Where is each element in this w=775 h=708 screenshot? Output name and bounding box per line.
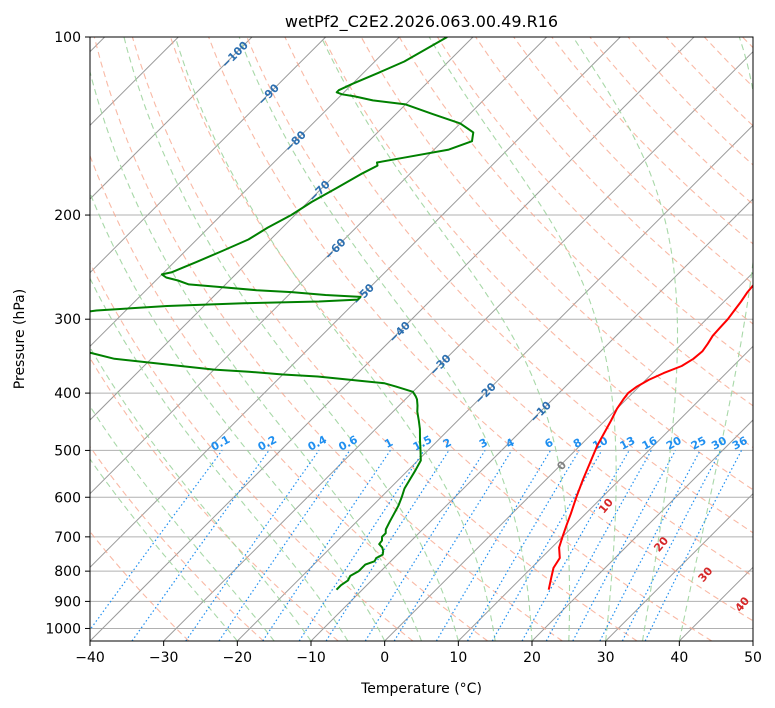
mixing-ratio-line (393, 450, 513, 641)
y-tick-label: 400 (54, 386, 81, 402)
moist-adiabat-line (428, 37, 617, 641)
dry-adiabat-line (90, 445, 264, 641)
temperature-profile-line (547, 284, 753, 590)
moist-adiabat-line (90, 191, 386, 641)
isotherm-line (90, 37, 621, 569)
moist-adiabat-line (90, 69, 423, 641)
background-lines (90, 37, 753, 641)
x-tick-label: −20 (223, 650, 253, 666)
mixing-ratio-line (131, 450, 270, 641)
mixing-ratio-line (298, 450, 425, 641)
mixing-ratio-label: 13 (618, 434, 638, 453)
mixing-ratio-line (262, 450, 391, 641)
x-tick-label: −40 (75, 650, 105, 666)
isotherm-line (90, 37, 548, 495)
plot-frame (89, 36, 754, 642)
mixing-ratio-label: 25 (689, 434, 709, 453)
mixing-ratio-line (644, 450, 743, 641)
dry-adiabat-line (131, 37, 638, 641)
x-tick-label: −30 (149, 650, 179, 666)
x-tick-label: −10 (296, 650, 326, 666)
x-tick-label: 20 (523, 650, 541, 666)
mixing-ratio-line (572, 450, 677, 641)
isotherm-line (531, 419, 753, 641)
y-tick-label: 600 (54, 490, 81, 506)
chart-title: wetPf2_C2E2.2026.063.00.49.R16 (285, 12, 558, 32)
dry-adiabat-line (513, 37, 753, 285)
x-tick-label: 0 (380, 650, 389, 666)
y-axis: 100 200 300 400 500 600 700 800 900 1000 (45, 30, 90, 637)
dry-adiabat-line (208, 37, 753, 622)
mixing-ratio-label: 30 (709, 434, 729, 453)
dry-adiabat-line (284, 37, 753, 534)
y-tick-label: 200 (54, 208, 81, 224)
isotherm-line (163, 50, 753, 641)
mixing-ratio-line (521, 450, 630, 641)
dry-adiabat-line (246, 37, 753, 578)
isotherm-line (90, 37, 253, 200)
moist-adiabat-line (90, 277, 349, 641)
x-axis-label: Temperature (°C) (360, 681, 482, 697)
x-tick-label: 30 (597, 650, 615, 666)
isotherm-line (236, 124, 753, 641)
dry-adiabat-line (322, 37, 753, 491)
y-tick-label: 100 (54, 30, 81, 46)
isotherm-line (605, 492, 753, 641)
isotherm-line (457, 345, 753, 641)
isotherm-line (90, 37, 400, 348)
mixing-ratio-line (325, 450, 450, 641)
moist-adiabat-line (572, 37, 679, 641)
mixing-ratio-line (218, 450, 351, 641)
y-tick-label: 500 (54, 443, 81, 459)
isotherm-line (384, 271, 753, 641)
mixing-ratio-line (621, 450, 722, 641)
dry-adiabat-line (475, 37, 753, 325)
moist-adiabat-line (320, 37, 571, 641)
y-tick-label: 700 (54, 530, 81, 546)
moist-adiabat-line (90, 346, 312, 641)
x-axis: −40 −30 −20 −10 0 10 20 30 40 50 (75, 641, 762, 666)
mixing-ratio-line (185, 450, 320, 641)
y-axis-label: Pressure (hPa) (12, 289, 28, 389)
mixing-ratio-label: 20 (664, 434, 684, 453)
moist-adiabat-line (174, 37, 496, 641)
moist-adiabat-line (123, 37, 459, 641)
x-tick-label: 10 (449, 650, 467, 666)
y-tick-label: 900 (54, 594, 81, 610)
moist-adiabat-line (90, 458, 238, 641)
moist-adiabat-line (90, 405, 275, 641)
isotherm-line (90, 37, 327, 274)
mixing-ratio-label: 36 (730, 434, 750, 453)
profile-series (90, 37, 753, 591)
dry-adiabat-line (90, 357, 339, 641)
moist-adiabat-line (678, 37, 753, 641)
y-tick-label: 1000 (45, 621, 81, 637)
dewpoint-profile-line (90, 37, 475, 591)
moist-adiabat-line (238, 37, 533, 641)
y-tick-label: 300 (54, 312, 81, 328)
isotherm-line (90, 37, 474, 421)
x-tick-label: 40 (670, 650, 688, 666)
mixing-ratio-line (90, 450, 223, 631)
mixing-ratio-label: 16 (640, 434, 660, 453)
dry-adiabat-line (90, 261, 414, 641)
dry-adiabat-line (93, 37, 563, 641)
x-tick-label: 50 (744, 650, 762, 666)
y-tick-label: 800 (54, 564, 81, 580)
mixing-ratio-line (545, 450, 652, 641)
